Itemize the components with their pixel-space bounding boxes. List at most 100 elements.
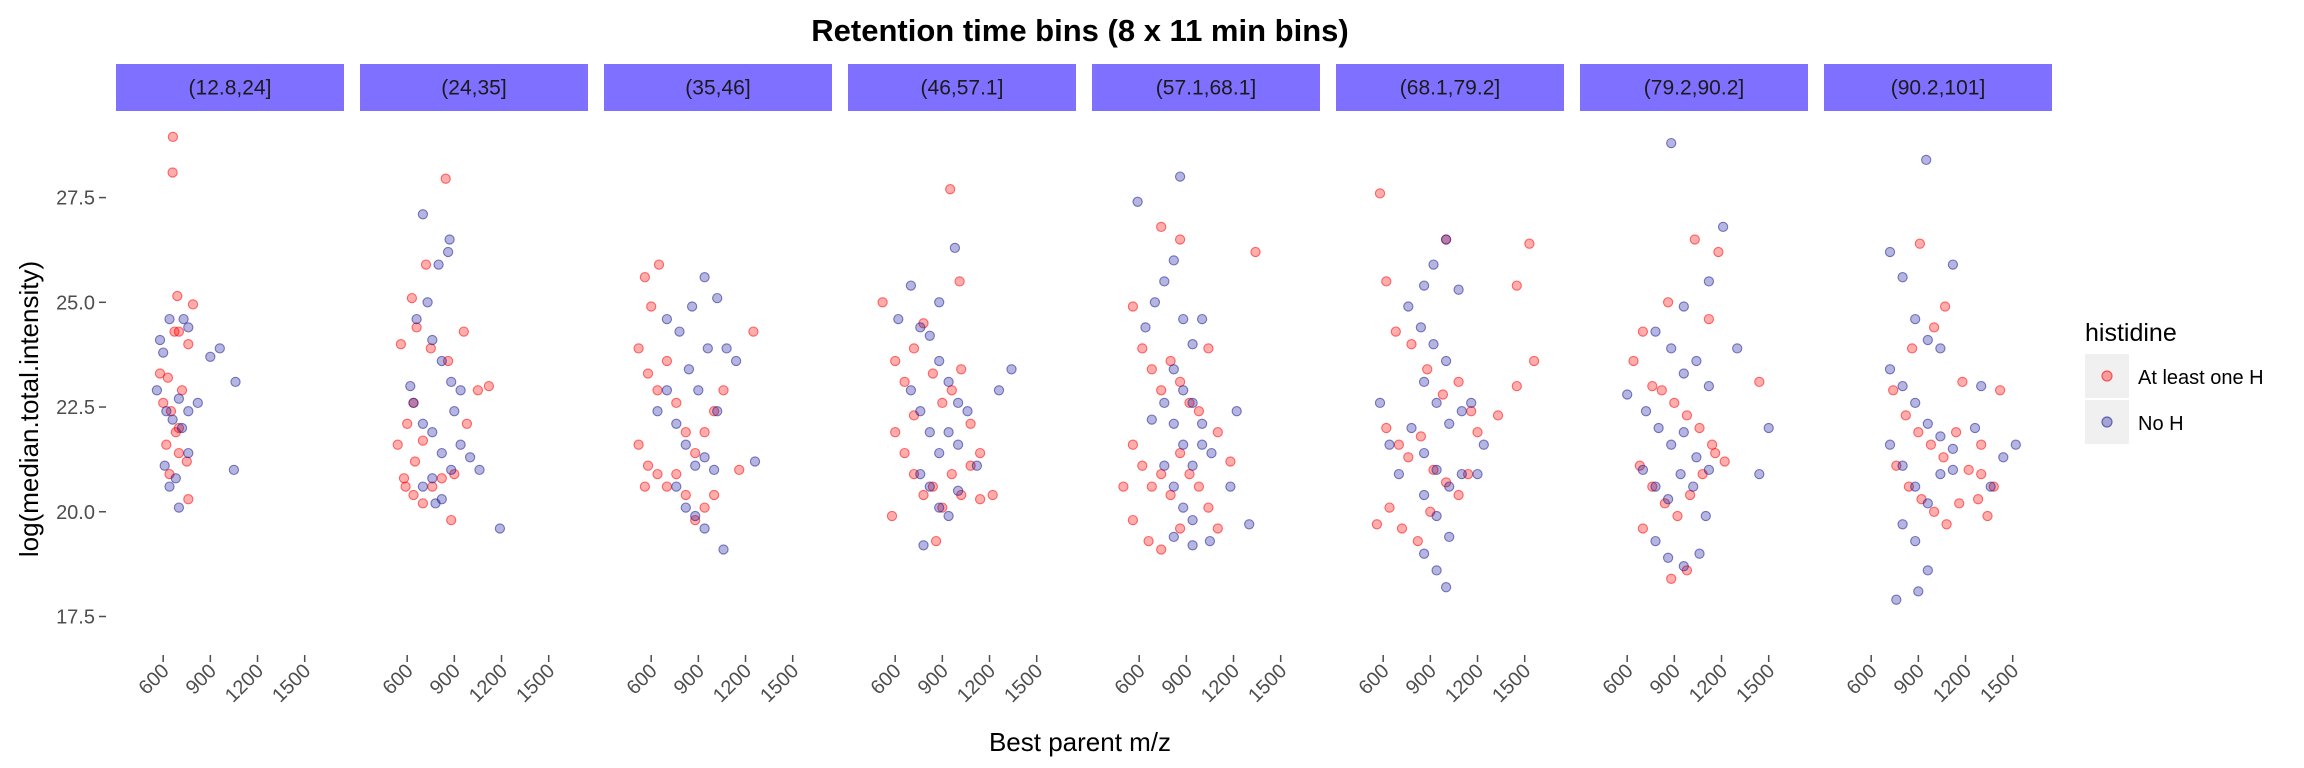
point-at-least-one-h (458, 326, 469, 337)
y-tick-label: 25.0 (56, 292, 95, 314)
point-at-least-one-h (1719, 456, 1730, 467)
point-at-least-one-h (406, 292, 418, 304)
point-at-least-one-h (890, 427, 901, 438)
facet-strip (848, 64, 1076, 111)
point-no-h (712, 406, 723, 417)
point-at-least-one-h (1184, 397, 1195, 409)
facet-strip (360, 64, 588, 111)
point-no-h (1384, 439, 1395, 450)
point-at-least-one-h (653, 259, 665, 270)
point-at-least-one-h (1713, 246, 1724, 258)
point-at-least-one-h (1146, 364, 1157, 375)
point-at-least-one-h (1193, 406, 1205, 417)
point-no-h (708, 464, 720, 476)
point-at-least-one-h (690, 447, 701, 459)
point-no-h (192, 397, 203, 409)
point-at-least-one-h (181, 456, 192, 467)
point-at-least-one-h (402, 418, 413, 429)
point-no-h (1703, 464, 1715, 476)
point-at-least-one-h (956, 364, 967, 375)
point-no-h (411, 313, 422, 325)
point-at-least-one-h (162, 372, 174, 383)
point-no-h (1187, 540, 1198, 551)
point-no-h (1935, 468, 1946, 480)
point-no-h (671, 481, 682, 492)
point-at-least-one-h (1938, 452, 1949, 463)
point-no-h (427, 334, 438, 346)
point-no-h (1431, 397, 1442, 409)
point-no-h (690, 510, 701, 522)
point-no-h (652, 406, 663, 417)
facet-strip-label: (68.1,79.2] (1400, 77, 1500, 100)
point-no-h (154, 334, 166, 346)
point-no-h (446, 464, 457, 476)
point-at-least-one-h (1703, 313, 1715, 325)
point-no-h (1418, 548, 1430, 559)
point-no-h (1440, 582, 1452, 593)
point-at-least-one-h (183, 339, 194, 350)
point-no-h (1431, 565, 1442, 576)
point-at-least-one-h (1684, 489, 1696, 501)
point-no-h (993, 385, 1005, 396)
point-no-h (1694, 548, 1705, 559)
x-tick-label: 900 (1890, 660, 1929, 699)
point-at-least-one-h (699, 427, 710, 438)
point-at-least-one-h (1672, 510, 1683, 522)
point-no-h (905, 280, 917, 291)
point-no-h (943, 376, 954, 388)
point-at-least-one-h (890, 355, 901, 367)
point-no-h (1691, 355, 1702, 367)
point-at-least-one-h (642, 368, 654, 379)
x-tick-label: 600 (867, 660, 906, 699)
point-at-least-one-h (1913, 427, 1924, 438)
point-no-h (1910, 535, 1921, 547)
x-tick-label: 600 (1111, 660, 1150, 699)
point-no-h (1897, 460, 1908, 471)
point-no-h (1472, 468, 1483, 480)
legend-title: histidine (2085, 319, 2177, 347)
point-at-least-one-h (1403, 452, 1414, 463)
point-no-h (924, 427, 935, 438)
point-no-h (721, 343, 732, 354)
point-at-least-one-h (1647, 380, 1658, 392)
point-no-h (474, 464, 485, 476)
point-no-h (1168, 481, 1179, 492)
point-at-least-one-h (1146, 481, 1157, 492)
point-at-least-one-h (1906, 343, 1918, 354)
x-tick-label: 600 (1599, 660, 1638, 699)
point-at-least-one-h (937, 502, 948, 513)
point-no-h (183, 406, 194, 417)
point-at-least-one-h (1250, 246, 1261, 258)
facet-panel: (35,46] 600 900 1200 1500 (604, 64, 832, 707)
x-tick-label: 1500 (1244, 660, 1291, 707)
point-no-h (893, 313, 904, 325)
point-no-h (164, 481, 175, 492)
point-at-least-one-h (1225, 456, 1236, 467)
point-no-h (408, 397, 419, 409)
point-at-least-one-h (899, 447, 910, 459)
point-no-h (1691, 452, 1702, 463)
point-at-least-one-h (398, 473, 410, 484)
point-at-least-one-h (1941, 519, 1952, 530)
point-at-least-one-h (646, 301, 657, 312)
point-at-least-one-h (1203, 502, 1214, 513)
point-at-least-one-h (671, 468, 682, 480)
point-no-h (1884, 364, 1896, 375)
point-no-h (173, 502, 185, 513)
point-no-h (159, 460, 170, 471)
point-no-h (1662, 552, 1674, 563)
point-at-least-one-h (461, 418, 473, 429)
point-no-h (1444, 531, 1455, 543)
x-tick-label: 1200 (1197, 660, 1244, 707)
point-no-h (1196, 439, 1208, 450)
point-at-least-one-h (1453, 489, 1464, 501)
point-no-h (1231, 406, 1242, 417)
point-at-least-one-h (1165, 489, 1176, 501)
point-at-least-one-h (1900, 410, 1911, 421)
point-no-h (1159, 276, 1170, 287)
x-tick-label: 900 (426, 660, 465, 699)
point-no-h (1187, 514, 1198, 526)
x-tick-label: 600 (623, 660, 662, 699)
point-no-h (1650, 326, 1661, 337)
